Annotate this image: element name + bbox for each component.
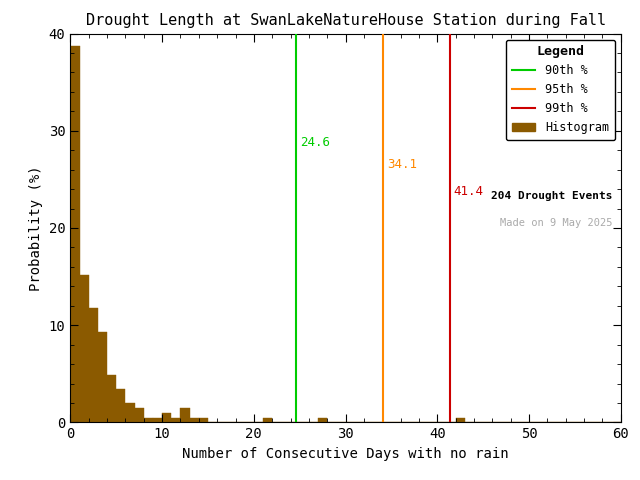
Text: 41.4: 41.4 (454, 185, 484, 198)
Bar (153, 418, 162, 422)
Bar (125, 403, 134, 422)
Bar (162, 413, 172, 422)
Bar (89, 308, 98, 422)
Bar (79, 275, 89, 422)
Bar (134, 408, 144, 422)
Text: Made on 9 May 2025: Made on 9 May 2025 (500, 218, 612, 228)
Text: 204 Drought Events: 204 Drought Events (491, 191, 612, 201)
Y-axis label: Probability (%): Probability (%) (29, 165, 44, 291)
Text: 24.6: 24.6 (300, 136, 330, 149)
Bar (189, 418, 199, 422)
Bar (70, 46, 79, 422)
Bar (107, 375, 116, 422)
X-axis label: Number of Consecutive Days with no rain: Number of Consecutive Days with no rain (182, 447, 509, 461)
Title: Drought Length at SwanLakeNatureHouse Station during Fall: Drought Length at SwanLakeNatureHouse St… (86, 13, 605, 28)
Text: 34.1: 34.1 (387, 158, 417, 171)
Bar (172, 418, 180, 422)
Legend: 90th %, 95th %, 99th %, Histogram: 90th %, 95th %, 99th %, Histogram (506, 39, 615, 140)
Bar (144, 418, 153, 422)
Bar (199, 418, 208, 422)
Bar (116, 389, 125, 422)
Bar (456, 418, 465, 422)
Bar (180, 408, 189, 422)
Bar (263, 418, 272, 422)
Bar (318, 418, 327, 422)
Bar (98, 332, 107, 422)
